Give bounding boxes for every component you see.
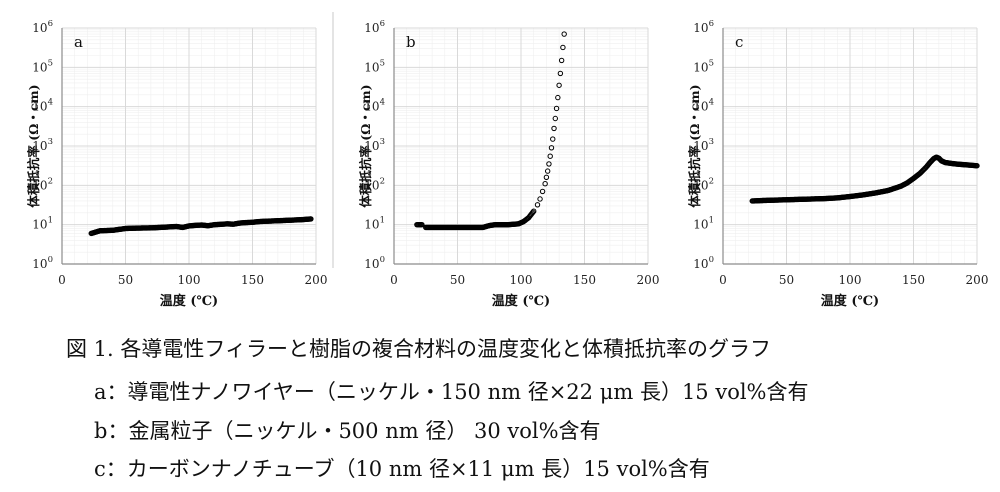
y-tick-label: 105 xyxy=(32,58,53,74)
data-point xyxy=(534,202,541,208)
panel-label: c xyxy=(735,33,743,51)
y-tick-label: 101 xyxy=(32,216,53,232)
x-tick-label: 150 xyxy=(573,273,596,287)
y-tick-label: 106 xyxy=(693,19,714,35)
x-tick-label: 50 xyxy=(450,273,465,287)
data-point xyxy=(551,125,557,132)
y-tick-label: 101 xyxy=(693,216,714,232)
figure-caption-line-c: c：カーボンナノチューブ（10 nm 径×11 μm 長）15 vol%含有 xyxy=(94,457,710,481)
x-tick-label: 200 xyxy=(305,273,328,287)
charts-area: 0 50 100 150 200 100 101 102 103 104 105 106 a 温度 (℃)… xyxy=(26,12,988,309)
data-point xyxy=(555,94,561,101)
y-axis-label: 体積抵抗率 (Ω・cm) xyxy=(358,84,373,207)
x-tick-label: 0 xyxy=(58,273,66,287)
x-axis-label: 温度 (℃) xyxy=(821,293,879,309)
panel-label: b xyxy=(406,33,416,51)
data-point xyxy=(543,174,550,181)
x-tick-label: 150 xyxy=(241,273,264,287)
x-tick-label: 50 xyxy=(779,273,794,287)
y-axis-label: 体積抵抗率 (Ω・cm) xyxy=(26,84,41,207)
data-point xyxy=(548,145,555,151)
series-a xyxy=(88,216,314,237)
chart-panel-a: 0 50 100 150 200 100 101 102 103 104 105 106 a 温度 (℃)… xyxy=(26,19,327,309)
figure-caption-title: 図 1. 各導電性フィラーと樹脂の複合材料の温度変化と体積抵抗率のグラフ xyxy=(66,337,771,361)
x-axis-label: 温度 (℃) xyxy=(492,293,550,309)
x-tick-label: 0 xyxy=(719,273,727,287)
data-point xyxy=(539,188,546,195)
series-b xyxy=(414,31,567,231)
data-point xyxy=(560,44,566,51)
data-point xyxy=(550,136,556,142)
x-tick-label: 100 xyxy=(178,273,201,287)
data-point xyxy=(544,168,551,174)
x-tick-label: 100 xyxy=(839,273,862,287)
data-point xyxy=(547,153,553,159)
y-tick-label: 103 xyxy=(32,137,53,153)
x-tick-label: 100 xyxy=(510,273,533,287)
y-tick-label: 106 xyxy=(32,19,53,35)
y-tick-label: 105 xyxy=(364,58,385,74)
x-tick-label: 200 xyxy=(966,273,989,287)
data-point xyxy=(419,221,425,228)
x-tick-label: 150 xyxy=(902,273,925,287)
y-tick-label: 104 xyxy=(32,98,53,114)
y-tick-label: 100 xyxy=(693,255,714,271)
data-point xyxy=(308,216,314,222)
data-point xyxy=(542,181,548,187)
data-point xyxy=(561,31,567,37)
y-tick-label: 105 xyxy=(693,58,714,74)
data-point xyxy=(537,196,543,202)
y-tick-label: 100 xyxy=(364,255,385,271)
y-tick-label: 100 xyxy=(32,255,53,271)
data-point xyxy=(558,57,565,64)
x-tick-label: 50 xyxy=(118,273,133,287)
series-c xyxy=(749,154,980,204)
y-tick-label: 102 xyxy=(32,176,53,192)
data-point xyxy=(530,209,536,215)
data-point xyxy=(974,163,980,169)
data-point xyxy=(556,82,562,88)
y-tick-label: 102 xyxy=(693,176,714,192)
y-tick-label: 104 xyxy=(364,98,385,114)
figure-caption-line-a: a：導電性ナノワイヤー（ニッケル・150 nm 径×22 μm 長）15 vol… xyxy=(94,380,809,404)
data-point xyxy=(552,115,558,122)
data-point xyxy=(553,105,560,112)
x-tick-label: 200 xyxy=(637,273,660,287)
y-tick-label: 102 xyxy=(364,176,385,192)
x-axis-label: 温度 (℃) xyxy=(160,293,218,309)
y-tick-label: 104 xyxy=(693,98,714,114)
chart-panel-b: 0 50 100 150 200 100 101 102 103 104 105 106 b 温度 (℃)… xyxy=(358,19,659,309)
y-tick-label: 106 xyxy=(364,19,385,35)
y-tick-label: 101 xyxy=(364,216,385,232)
data-point xyxy=(557,70,564,77)
figure-caption-line-b: b：金属粒子（ニッケル・500 nm 径） 30 vol%含有 xyxy=(94,419,601,443)
y-axis-label: 体積抵抗率 (Ω・cm) xyxy=(687,84,702,207)
data-point xyxy=(546,161,552,167)
y-tick-label: 103 xyxy=(693,137,714,153)
x-tick-label: 0 xyxy=(390,273,398,287)
y-tick-label: 103 xyxy=(364,137,385,153)
panel-label: a xyxy=(74,33,83,51)
data-point xyxy=(531,208,537,214)
chart-panel-c: 0 50 100 150 200 100 101 102 103 104 105 106 c 温度 (℃)… xyxy=(687,19,988,309)
